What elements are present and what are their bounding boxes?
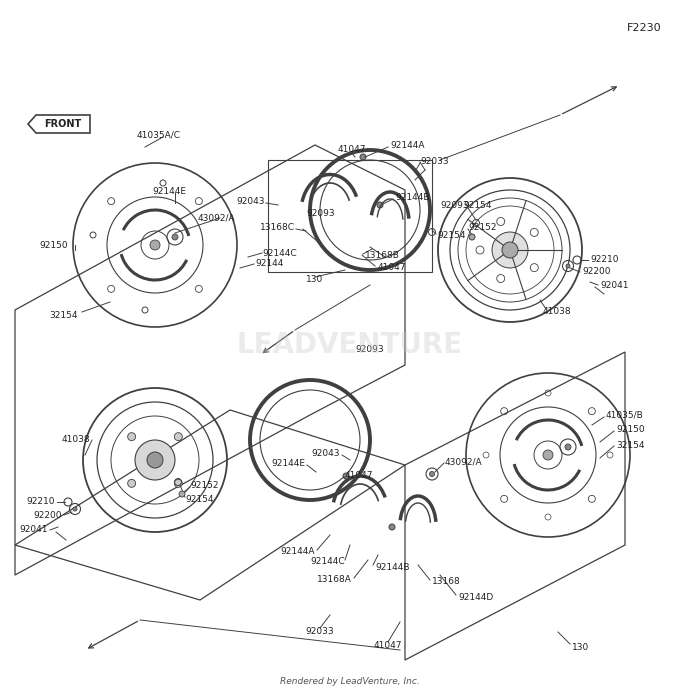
Text: 41038: 41038 (62, 435, 90, 444)
Circle shape (543, 450, 553, 460)
Text: 130: 130 (307, 276, 323, 284)
Text: 92043: 92043 (237, 197, 265, 206)
Text: 92152: 92152 (190, 480, 218, 489)
Text: 92093: 92093 (356, 346, 384, 354)
Text: F2230: F2230 (627, 23, 662, 33)
Text: 41035/B: 41035/B (606, 410, 644, 419)
Circle shape (174, 433, 182, 441)
Circle shape (135, 440, 175, 480)
Text: 92033: 92033 (306, 627, 335, 636)
Circle shape (150, 240, 160, 250)
Text: 92154: 92154 (437, 232, 466, 241)
Circle shape (73, 507, 77, 511)
Text: 41035A/C: 41035A/C (137, 130, 181, 139)
Circle shape (127, 433, 136, 441)
Circle shape (492, 232, 528, 268)
Text: 41047: 41047 (345, 472, 374, 480)
Text: 43092/A: 43092/A (198, 214, 236, 223)
Text: 13168A: 13168A (317, 575, 352, 584)
Text: 41047: 41047 (337, 146, 366, 155)
Text: 92144E: 92144E (271, 459, 305, 468)
Circle shape (377, 202, 383, 208)
Circle shape (343, 473, 349, 479)
Text: 92043: 92043 (312, 449, 340, 459)
Text: 92144B: 92144B (375, 563, 410, 571)
Circle shape (502, 242, 518, 258)
Circle shape (430, 472, 435, 477)
Text: 92144C: 92144C (262, 248, 297, 258)
Text: 41038: 41038 (543, 307, 572, 316)
Text: 92144D: 92144D (458, 592, 493, 601)
Text: 41047: 41047 (378, 263, 407, 272)
Text: 92144A: 92144A (390, 141, 424, 150)
Text: 92200: 92200 (34, 510, 62, 519)
Circle shape (566, 264, 570, 268)
Text: 13168B: 13168B (365, 251, 400, 260)
Text: 43092/A: 43092/A (445, 458, 482, 466)
Text: 92093: 92093 (440, 202, 468, 211)
Text: 32154: 32154 (50, 311, 78, 319)
Text: 92144: 92144 (255, 260, 284, 269)
Text: 92150: 92150 (39, 241, 68, 249)
Text: 92144C: 92144C (310, 557, 345, 566)
Circle shape (565, 444, 571, 450)
Text: 92041: 92041 (600, 281, 629, 290)
Text: 92154: 92154 (185, 496, 214, 505)
Text: 92033: 92033 (420, 158, 449, 167)
Text: 92200: 92200 (582, 267, 610, 276)
Circle shape (174, 480, 182, 487)
Circle shape (469, 234, 475, 240)
Circle shape (172, 234, 178, 240)
Text: 92210: 92210 (590, 256, 619, 265)
Text: 92144E: 92144E (152, 188, 186, 197)
Text: FRONT: FRONT (44, 119, 82, 129)
Text: Rendered by LeadVenture, Inc.: Rendered by LeadVenture, Inc. (280, 678, 420, 687)
Text: 92093: 92093 (307, 209, 335, 218)
Text: 92152: 92152 (468, 223, 496, 232)
Text: 130: 130 (572, 643, 589, 652)
Text: LEADVENTURE: LEADVENTURE (237, 331, 463, 359)
Text: 92041: 92041 (20, 526, 48, 535)
Text: 92150: 92150 (616, 426, 645, 435)
Text: 13168C: 13168C (260, 223, 295, 232)
Text: 92210: 92210 (27, 498, 55, 507)
Circle shape (147, 452, 163, 468)
Text: 32154: 32154 (616, 440, 645, 449)
Circle shape (389, 524, 395, 530)
Text: 92144B: 92144B (395, 193, 430, 202)
Text: 92144A: 92144A (281, 547, 315, 556)
Text: 13168: 13168 (432, 578, 461, 587)
Polygon shape (28, 115, 90, 133)
Circle shape (360, 154, 366, 160)
Text: 41047: 41047 (374, 640, 402, 650)
Text: 92154: 92154 (463, 202, 491, 211)
Circle shape (127, 480, 136, 487)
Circle shape (179, 491, 185, 497)
